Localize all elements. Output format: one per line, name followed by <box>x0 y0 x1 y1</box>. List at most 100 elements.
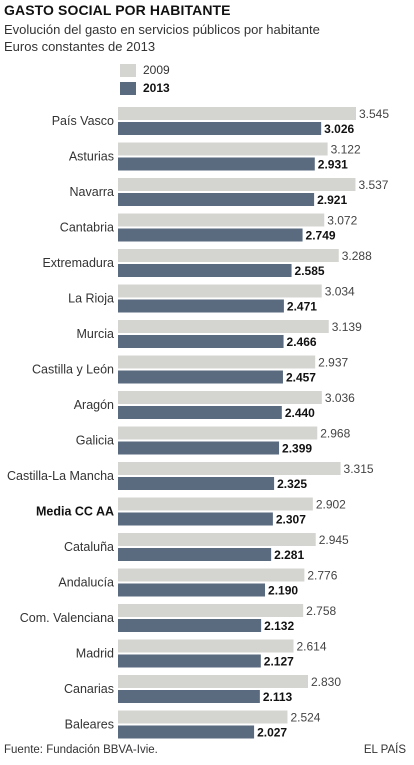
value-label-2009-castilla-la-mancha: 3.315 <box>344 462 374 476</box>
bar-2009-pais-vasco <box>118 107 356 120</box>
bar-2009-navarra <box>118 178 356 191</box>
value-label-2013-castilla-la-mancha: 2.325 <box>277 477 307 491</box>
value-label-2009-com-valenciana: 2.758 <box>306 604 336 618</box>
value-label-2009-cataluna: 2.945 <box>319 533 349 547</box>
category-label-baleares: Baleares <box>65 718 114 732</box>
value-label-2009-pais-vasco: 3.545 <box>359 107 389 121</box>
bar-2013-canarias <box>118 690 260 703</box>
category-label-asturias: Asturias <box>69 150 114 164</box>
bar-2013-extremadura <box>118 264 292 277</box>
bar-2013-murcia <box>118 335 284 348</box>
category-label-andalucia: Andalucía <box>58 576 114 590</box>
value-label-2013-andalucia: 2.190 <box>268 584 298 598</box>
bar-2013-baleares <box>118 725 255 739</box>
bar-2013-la-rioja <box>118 299 284 313</box>
value-label-2013-canarias: 2.113 <box>263 690 293 704</box>
value-label-2009-andalucia: 2.776 <box>307 569 337 583</box>
bar-2009-canarias <box>118 675 308 688</box>
bar-2009-murcia <box>118 320 329 333</box>
bar-2013-castilla-y-leon <box>118 370 283 384</box>
category-label-la-rioja: La Rioja <box>68 292 114 306</box>
bar-2009-media-cc-aa <box>118 497 313 511</box>
legend-item-2013: 2013 <box>120 80 170 96</box>
value-label-2009-castilla-y-leon: 2.937 <box>318 356 348 370</box>
value-label-2013-cantabria: 2.749 <box>306 229 336 243</box>
bar-2009-baleares <box>118 710 288 724</box>
legend-label-2009: 2009 <box>143 63 170 77</box>
value-label-2009-navarra: 3.537 <box>358 178 388 192</box>
bar-2013-castilla-la-mancha <box>118 477 275 490</box>
bar-2009-madrid <box>118 639 294 653</box>
category-label-aragon: Aragón <box>74 398 114 412</box>
category-label-castilla-y-leon: Castilla y León <box>32 363 114 377</box>
value-label-2013-pais-vasco: 3.026 <box>324 122 354 136</box>
bar-2013-cantabria <box>118 228 303 242</box>
bar-2013-galicia <box>118 441 280 455</box>
category-label-media-cc-aa: Media CC AA <box>36 505 114 519</box>
value-label-2009-madrid: 2.614 <box>296 640 326 654</box>
chart-legend: 2009 2013 <box>120 62 170 98</box>
category-label-cataluna: Cataluña <box>64 540 114 554</box>
value-label-2013-extremadura: 2.585 <box>295 264 325 278</box>
bar-2013-asturias <box>118 157 315 171</box>
category-label-canarias: Canarias <box>64 682 114 696</box>
value-label-2009-baleares: 2.524 <box>290 711 320 725</box>
value-label-2013-asturias: 2.931 <box>318 158 348 172</box>
value-label-2013-aragon: 2.440 <box>285 406 315 420</box>
value-label-2013-madrid: 2.127 <box>264 655 294 669</box>
value-label-2009-media-cc-aa: 2.902 <box>316 498 346 512</box>
category-label-madrid: Madrid <box>76 647 114 661</box>
legend-label-2013: 2013 <box>143 81 170 95</box>
bar-2009-com-valenciana <box>118 604 304 617</box>
bar-2013-media-cc-aa <box>118 512 273 526</box>
category-label-cantabria: Cantabria <box>60 221 114 235</box>
value-label-2013-navarra: 2.921 <box>317 193 347 207</box>
category-label-navarra: Navarra <box>70 185 115 199</box>
bar-2009-castilla-la-mancha <box>118 462 341 475</box>
category-label-extremadura: Extremadura <box>42 256 114 270</box>
category-label-pais-vasco: País Vasco <box>52 114 114 128</box>
bar-2013-pais-vasco <box>118 122 322 135</box>
bar-2009-castilla-y-leon <box>118 355 316 369</box>
value-label-2009-murcia: 3.139 <box>332 320 362 334</box>
publisher-brand: EL PAÍS <box>363 744 406 756</box>
bar-2009-cantabria <box>118 213 325 227</box>
value-label-2013-castilla-y-leon: 2.457 <box>286 371 316 385</box>
legend-item-2009: 2009 <box>120 62 170 78</box>
value-label-2009-asturias: 3.122 <box>331 143 361 157</box>
value-label-2013-la-rioja: 2.471 <box>287 300 317 314</box>
category-label-com-valenciana: Com. Valenciana <box>20 611 114 625</box>
bar-2013-madrid <box>118 654 261 668</box>
chart-units: Euros constantes de 2013 <box>4 39 156 54</box>
value-label-2009-canarias: 2.830 <box>311 675 341 689</box>
category-label-murcia: Murcia <box>76 327 114 341</box>
value-label-2009-galicia: 2.968 <box>320 427 350 441</box>
category-label-castilla-la-mancha: Castilla-La Mancha <box>7 469 114 483</box>
value-label-2013-cataluna: 2.281 <box>274 548 304 562</box>
bar-2009-extremadura <box>118 249 339 262</box>
value-label-2009-la-rioja: 3.034 <box>325 285 355 299</box>
category-label-galicia: Galicia <box>76 434 114 448</box>
bar-2013-navarra <box>118 193 315 206</box>
bar-2013-andalucia <box>118 583 266 597</box>
bar-2009-galicia <box>118 426 318 440</box>
bar-2009-la-rioja <box>118 284 322 298</box>
value-label-2013-media-cc-aa: 2.307 <box>276 513 306 527</box>
source-note: Fuente: Fundación BBVA-Ivie. <box>4 744 158 756</box>
bar-2013-com-valenciana <box>118 619 262 632</box>
bar-2009-andalucia <box>118 568 305 582</box>
value-label-2013-com-valenciana: 2.132 <box>264 619 294 633</box>
value-label-2009-extremadura: 3.288 <box>342 249 372 263</box>
value-label-2013-murcia: 2.466 <box>287 335 317 349</box>
legend-swatch-2009 <box>120 63 136 77</box>
bar-2013-aragon <box>118 406 282 419</box>
chart-subtitle: Evolución del gasto en servicios público… <box>4 22 320 37</box>
value-label-2009-aragon: 3.036 <box>325 391 355 405</box>
value-label-2009-cantabria: 3.072 <box>327 214 357 228</box>
value-label-2013-galicia: 2.399 <box>282 442 312 456</box>
bar-2009-asturias <box>118 142 328 156</box>
bar-2013-cataluna <box>118 548 272 561</box>
value-label-2013-baleares: 2.027 <box>257 726 287 740</box>
legend-swatch-2013 <box>120 81 136 95</box>
